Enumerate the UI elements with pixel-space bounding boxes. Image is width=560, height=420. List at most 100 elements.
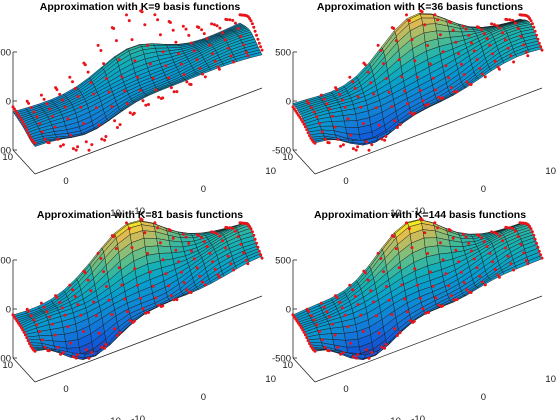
x-tick-label: -10 xyxy=(411,206,425,217)
data-point xyxy=(330,114,334,118)
data-point xyxy=(113,119,117,123)
data-point xyxy=(153,13,157,17)
data-point xyxy=(22,330,26,334)
data-point xyxy=(90,143,94,147)
data-point xyxy=(87,148,91,152)
y-axis-line xyxy=(12,149,36,175)
data-point xyxy=(384,77,388,80)
data-point xyxy=(330,322,334,326)
data-point xyxy=(447,76,451,80)
y-tick-label: 0 xyxy=(63,384,68,395)
surface-mesh xyxy=(292,12,543,146)
data-point xyxy=(48,107,52,111)
data-point xyxy=(229,54,233,58)
z-tick-label: 500 xyxy=(0,48,11,59)
data-point xyxy=(205,245,209,249)
data-point xyxy=(308,134,311,138)
data-point xyxy=(99,49,103,52)
data-point xyxy=(522,43,526,47)
data-point xyxy=(411,320,415,324)
data-point xyxy=(54,294,58,298)
surface-patch xyxy=(143,237,159,248)
data-point xyxy=(377,123,381,127)
data-point xyxy=(255,241,258,245)
data-point xyxy=(315,115,319,119)
data-point xyxy=(485,245,489,249)
data-point xyxy=(28,134,31,138)
data-point xyxy=(218,26,222,30)
data-point xyxy=(339,352,343,356)
data-point xyxy=(69,133,73,137)
data-point xyxy=(97,331,101,335)
data-point xyxy=(157,95,161,99)
data-point xyxy=(226,46,230,50)
data-point xyxy=(161,258,165,262)
data-point xyxy=(29,314,33,318)
data-point xyxy=(426,252,430,255)
data-point xyxy=(492,23,496,27)
data-point xyxy=(35,323,39,327)
data-point xyxy=(141,99,145,103)
data-point xyxy=(497,67,501,71)
data-point xyxy=(465,288,469,292)
data-point xyxy=(305,99,309,103)
data-point xyxy=(60,98,64,102)
data-point xyxy=(438,241,442,245)
data-point xyxy=(328,107,332,111)
data-point xyxy=(465,80,469,84)
data-point xyxy=(427,103,430,106)
data-point xyxy=(113,327,117,331)
data-point xyxy=(410,38,414,42)
data-point xyxy=(147,311,150,314)
data-point xyxy=(26,339,30,343)
data-point xyxy=(213,267,217,271)
data-point xyxy=(32,318,36,322)
data-point xyxy=(493,267,497,271)
data-point xyxy=(303,125,307,129)
data-point xyxy=(508,18,512,22)
data-point xyxy=(224,225,228,229)
data-point xyxy=(26,131,30,135)
data-point xyxy=(188,82,192,86)
data-point xyxy=(185,80,189,84)
data-point xyxy=(96,251,100,255)
data-point xyxy=(139,9,143,13)
data-point xyxy=(40,130,44,134)
data-point xyxy=(390,313,394,317)
data-point xyxy=(125,221,128,225)
data-point xyxy=(23,333,27,337)
x-tick-label: 10 xyxy=(265,166,276,177)
data-point xyxy=(188,290,192,294)
data-point xyxy=(333,333,337,337)
data-point xyxy=(120,75,124,79)
data-point xyxy=(485,37,489,41)
data-point xyxy=(390,234,394,238)
data-point xyxy=(179,270,183,274)
data-point xyxy=(256,245,260,249)
data-point xyxy=(338,92,342,96)
data-point xyxy=(60,306,64,310)
data-point xyxy=(336,345,340,349)
data-point xyxy=(158,33,162,37)
data-point xyxy=(518,221,522,225)
data-point xyxy=(11,313,15,317)
data-point xyxy=(68,75,72,79)
data-point xyxy=(508,226,512,230)
data-point xyxy=(384,285,388,288)
data-point xyxy=(291,105,295,109)
chart-panel-2: Approximation with K=36 basis functions 5… xyxy=(272,1,556,219)
data-point xyxy=(467,33,471,37)
data-point xyxy=(156,226,160,230)
data-point xyxy=(374,106,378,110)
data-point xyxy=(174,40,178,44)
data-point xyxy=(418,296,422,300)
data-point xyxy=(421,99,425,103)
data-point xyxy=(56,345,60,349)
x-tick-label: 0 xyxy=(481,392,486,403)
y-tick-label: -10 xyxy=(107,416,121,420)
data-point xyxy=(291,313,295,317)
data-point xyxy=(436,18,440,22)
data-point xyxy=(428,62,432,66)
data-point xyxy=(43,137,47,141)
data-point xyxy=(195,233,199,237)
